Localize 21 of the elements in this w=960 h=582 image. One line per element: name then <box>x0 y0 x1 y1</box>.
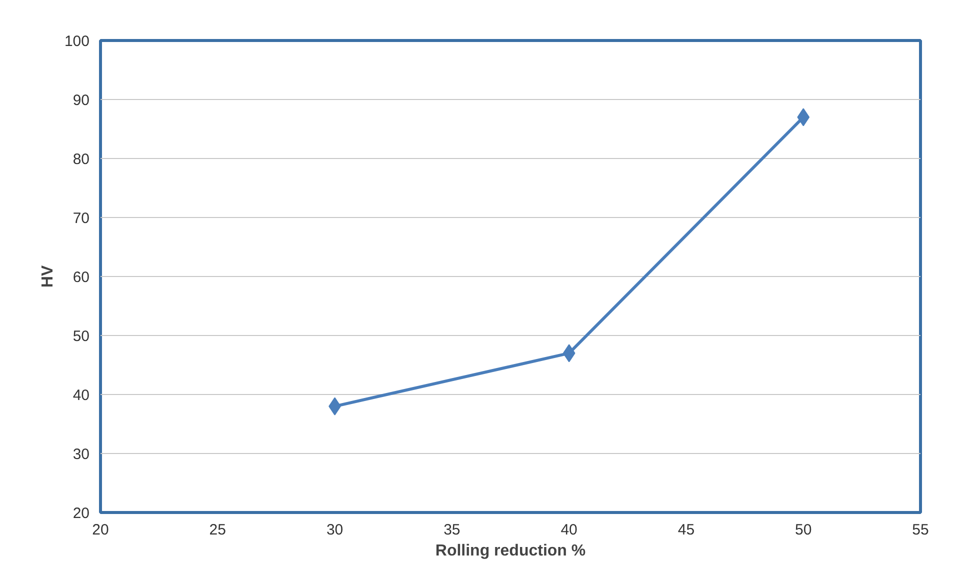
y-axis-title: HV <box>39 265 56 288</box>
x-axis-title: Rolling reduction % <box>435 542 586 560</box>
y-tick-label: 50 <box>72 328 90 345</box>
x-tick-label: 40 <box>560 522 578 538</box>
x-tick-label: 30 <box>326 522 344 538</box>
x-tick-label: 45 <box>678 522 695 538</box>
x-tick-label: 55 <box>912 522 929 538</box>
x-tick-label: 25 <box>209 522 226 538</box>
y-tick-label: 80 <box>72 151 90 168</box>
x-tick-label: 50 <box>795 522 812 538</box>
point <box>562 344 576 362</box>
x-tick-label: 35 <box>444 522 460 538</box>
point <box>797 108 810 126</box>
y-tick-label: 60 <box>72 269 90 286</box>
x-tick-label: 20 <box>92 522 109 538</box>
y-tick-label: 70 <box>72 210 90 227</box>
y-tick-label: 40 <box>72 387 90 404</box>
y-tick-label: 90 <box>72 92 90 109</box>
y-tick-label: 100 <box>64 33 90 50</box>
y-tick-label: 30 <box>72 446 90 463</box>
y-tick-label: 20 <box>72 505 90 522</box>
